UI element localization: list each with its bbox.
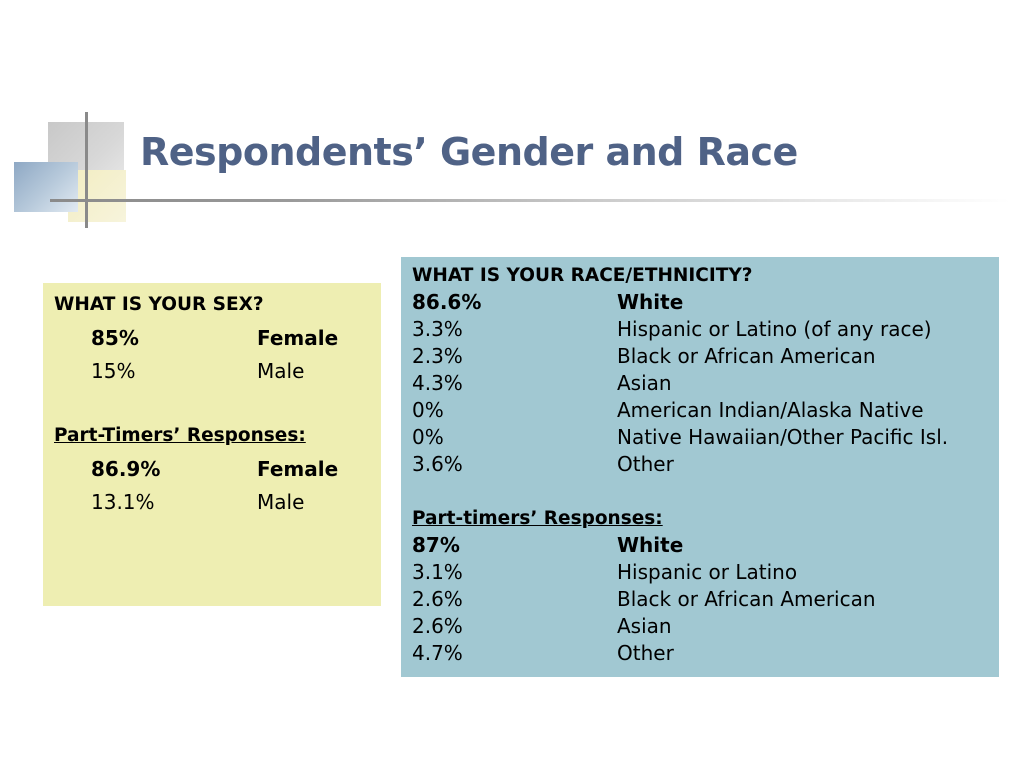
race-row-label: Hispanic or Latino (of any race)	[617, 317, 932, 341]
sex-row-label: Female	[257, 325, 339, 350]
race-row-label: Asian	[617, 614, 672, 638]
sex-part-timers-row: 13.1% Male	[54, 486, 381, 519]
race-row-percent: 4.3%	[412, 371, 463, 395]
race-panel: WHAT IS YOUR RACE/ETHNICITY? 86.6% White…	[400, 256, 1000, 678]
decorative-vertical-line	[85, 112, 88, 228]
race-row-label: Other	[617, 452, 674, 476]
race-row-percent: 2.6%	[412, 587, 463, 611]
race-row-percent: 86.6%	[412, 290, 482, 314]
spacer	[412, 478, 999, 505]
race-row: 3.6% Other	[412, 451, 999, 478]
race-row: 0% Native Hawaiian/Other Pacific Isl.	[412, 424, 999, 451]
race-part-timers-row: 3.1% Hispanic or Latino	[412, 559, 999, 586]
slide-title: Respondents’ Gender and Race	[140, 130, 798, 174]
decorative-blue-square	[14, 162, 78, 212]
race-row-label: Hispanic or Latino	[617, 560, 798, 584]
race-row-label: Asian	[617, 371, 672, 395]
sex-row: 85% Female	[54, 322, 381, 355]
race-row-percent: 2.6%	[412, 614, 463, 638]
race-question-heading: WHAT IS YOUR RACE/ETHNICITY?	[412, 265, 753, 286]
race-row-label: American Indian/Alaska Native	[617, 398, 924, 422]
race-row: 86.6% White	[412, 289, 999, 316]
race-row-percent: 3.1%	[412, 560, 463, 584]
race-part-timers-row: 2.6% Black or African American	[412, 586, 999, 613]
race-row-percent: 4.7%	[412, 641, 463, 665]
race-row-label: Native Hawaiian/Other Pacific Isl.	[617, 425, 949, 449]
sex-row: 15% Male	[54, 355, 381, 388]
sex-part-timers-heading: Part-Timers’ Responses:	[54, 425, 306, 447]
race-row: 3.3% Hispanic or Latino (of any race)	[412, 316, 999, 343]
race-part-timers-row: 87% White	[412, 532, 999, 559]
race-row-percent: 0%	[412, 398, 444, 422]
sex-panel: WHAT IS YOUR SEX? 85% Female 15% Male Pa…	[42, 282, 382, 607]
race-row-label: Other	[617, 641, 674, 665]
title-underline	[50, 199, 1010, 202]
race-row-percent: 3.3%	[412, 317, 463, 341]
spacer	[54, 387, 381, 420]
race-part-timers-row: 4.7% Other	[412, 640, 999, 667]
race-row: 2.3% Black or African American	[412, 343, 999, 370]
race-part-timers-heading: Part-timers’ Responses:	[412, 508, 663, 529]
sex-row-label: Male	[257, 358, 305, 383]
race-row-percent: 0%	[412, 425, 444, 449]
race-row-percent: 2.3%	[412, 344, 463, 368]
race-row-label: Black or African American	[617, 587, 876, 611]
race-part-timers-row: 2.6% Asian	[412, 613, 999, 640]
race-row: 4.3% Asian	[412, 370, 999, 397]
sex-row-percent: 85%	[91, 325, 139, 350]
sex-row-label: Female	[257, 456, 339, 481]
race-row-label: Black or African American	[617, 344, 876, 368]
sex-row-label: Male	[257, 489, 305, 514]
sex-part-timers-row: 86.9% Female	[54, 453, 381, 486]
race-row-label: White	[617, 533, 684, 557]
sex-row-percent: 86.9%	[91, 456, 161, 481]
race-row: 0% American Indian/Alaska Native	[412, 397, 999, 424]
race-row-label: White	[617, 290, 684, 314]
sex-question-heading: WHAT IS YOUR SEX?	[54, 294, 264, 315]
sex-row-percent: 15%	[91, 358, 136, 383]
race-row-percent: 3.6%	[412, 452, 463, 476]
sex-row-percent: 13.1%	[91, 489, 155, 514]
race-row-percent: 87%	[412, 533, 460, 557]
